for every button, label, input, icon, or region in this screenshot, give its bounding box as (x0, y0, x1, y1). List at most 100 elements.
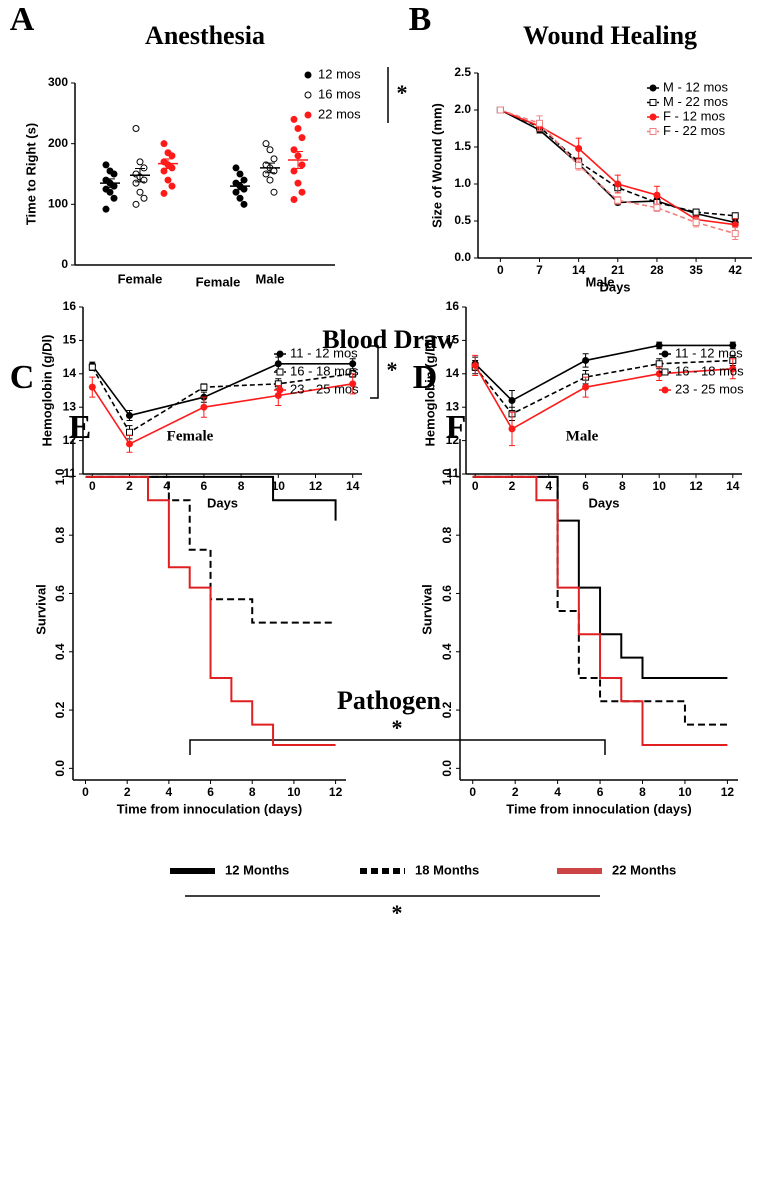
x-tick-label: 0 (497, 263, 504, 277)
legend-label: 12 Months (225, 862, 289, 877)
error-bar (105, 178, 115, 188)
legend-marker (649, 99, 657, 106)
x-tick-label: 7 (536, 263, 543, 277)
data-point (298, 161, 306, 169)
section-heading: Pathogen (337, 686, 442, 715)
data-point (298, 188, 306, 196)
y-tick-label: 13 (446, 399, 460, 413)
y-tick-label: 14 (446, 366, 460, 380)
data-point (240, 185, 248, 193)
y-axis-label: Hemoglobin (g/Dl) (422, 335, 437, 447)
legend-label: 11 - 12 mos (675, 345, 743, 360)
section-heading: Blood Draw (322, 325, 456, 354)
data-point (88, 383, 96, 391)
x-axis-label: Days (588, 495, 619, 510)
data-point (106, 188, 114, 196)
legend-marker (661, 386, 669, 394)
y-tick-label: 2.0 (454, 102, 471, 116)
x-tick-label: 21 (611, 263, 625, 277)
legend-label: 22 Months (612, 862, 676, 877)
y-tick-label: 1.0 (454, 176, 471, 190)
legend-marker (304, 91, 312, 99)
y-tick-label: 1.0 (440, 468, 454, 485)
legend-label: 16 - 18 mos (290, 363, 359, 378)
data-point (653, 191, 661, 199)
data-point (232, 188, 240, 196)
legend-label: F - 22 mos (663, 123, 726, 138)
data-point (290, 115, 298, 123)
significance-marker: * (392, 715, 403, 740)
data-point (160, 140, 168, 148)
data-point (266, 176, 274, 184)
data-point (692, 218, 700, 226)
legend-label: F - 12 mos (663, 108, 726, 123)
x-tick-label: 4 (554, 785, 561, 799)
y-tick-label: 0.0 (440, 760, 454, 777)
x-tick-label: 4 (166, 785, 173, 799)
data-point (653, 204, 661, 212)
legend-marker (276, 386, 284, 394)
survival-curve (472, 475, 728, 747)
data-point (508, 397, 516, 405)
panel-letter: D (413, 359, 438, 396)
error-bar (135, 168, 145, 183)
data-point (200, 383, 208, 391)
data-point (168, 152, 176, 160)
survival-curve (85, 475, 337, 521)
y-tick-label: 200 (48, 136, 68, 150)
data-point (729, 365, 737, 373)
legend-label: 11 - 12 mos (290, 345, 358, 360)
y-axis-label: Survival (419, 584, 434, 635)
panel-title: Female (167, 428, 214, 444)
data-point (240, 200, 248, 208)
error-bar (293, 151, 303, 170)
x-tick-label: 6 (597, 785, 604, 799)
data-point (110, 170, 118, 178)
x-tick-label: 14 (346, 479, 360, 493)
x-tick-label: 42 (729, 263, 743, 277)
data-point (266, 146, 274, 154)
survival-curve (85, 475, 336, 747)
x-tick-label: Male (256, 271, 285, 286)
x-tick-label: 2 (512, 785, 519, 799)
y-tick-label: 2.5 (454, 65, 471, 79)
x-tick-label: 2 (509, 479, 516, 493)
x-tick-label: 12 (721, 785, 735, 799)
legend-label: 23 - 25 mos (675, 381, 744, 396)
data-point (262, 170, 270, 178)
x-tick-label: 14 (726, 479, 740, 493)
panel-title: Anesthesia (145, 21, 265, 50)
data-point (536, 119, 544, 127)
y-tick-label: 13 (63, 399, 77, 413)
data-point (575, 162, 583, 169)
significance-marker: * (387, 357, 398, 382)
data-point (140, 194, 148, 202)
y-tick-label: 1.0 (53, 468, 67, 485)
data-point (132, 200, 140, 208)
data-point (136, 188, 144, 196)
y-tick-label: 0.2 (440, 701, 454, 718)
panel-title: Female (196, 274, 241, 289)
x-axis-label: Time from innoculation (days) (506, 801, 691, 816)
data-point (160, 189, 168, 197)
y-tick-label: 0.0 (53, 760, 67, 777)
data-point (168, 164, 176, 172)
y-axis-label: Survival (33, 584, 48, 635)
legend-label: 22 mos (318, 106, 361, 121)
legend-label: 16 mos (318, 86, 361, 101)
data-point (729, 341, 737, 349)
x-tick-label: 6 (207, 785, 214, 799)
data-point (136, 158, 144, 166)
y-tick-label: 0.0 (454, 250, 471, 264)
data-point (102, 161, 110, 169)
data-point (132, 179, 140, 187)
data-point (731, 230, 739, 238)
y-tick-label: 0.8 (440, 527, 454, 544)
y-axis-label: Hemoglobin (g/Dl) (39, 335, 54, 447)
x-tick-label: 8 (249, 785, 256, 799)
x-tick-label: 8 (619, 479, 626, 493)
x-tick-label: 14 (572, 263, 586, 277)
data-point (731, 212, 739, 220)
x-tick-label: 0 (472, 479, 479, 493)
